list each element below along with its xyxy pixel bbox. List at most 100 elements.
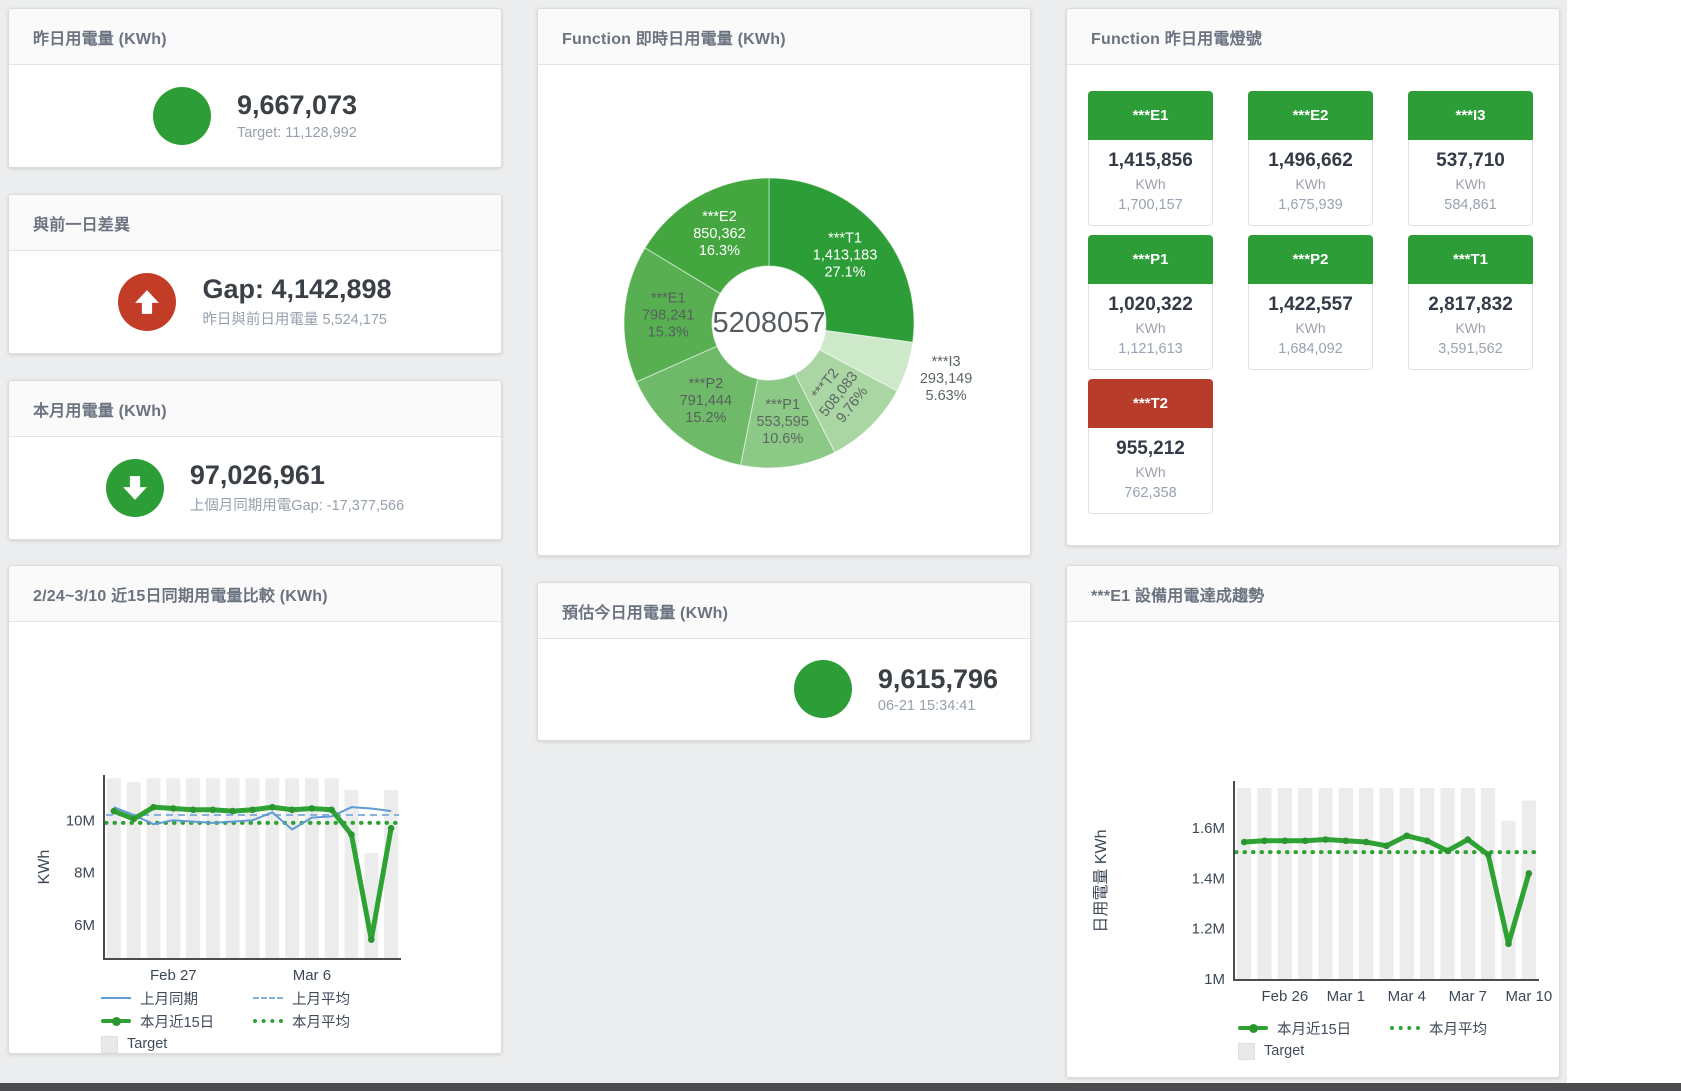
legend-dash-blue-sample (253, 997, 283, 999)
month-stat: 97,026,961 上個月同期用電Gap: -17,377,566 (9, 436, 501, 539)
lamps-grid: ***E1 1,415,856 KWh 1,700,157 ***E2 1,496,662… (1067, 64, 1559, 545)
data-point (348, 831, 355, 839)
donut-slice-label: ***P1 553,595 10.6% (756, 397, 808, 447)
panel-compare-header[interactable]: 2/24~3/10 近15日同期用電量比較 (KWh) (9, 566, 501, 622)
lamp-tile-e2[interactable]: ***E2 1,496,662 KWh 1,675,939 (1248, 91, 1373, 226)
donut-slice-p2[interactable] (635, 345, 759, 466)
lamp-tile-body: 1,422,557 KWh 1,684,092 (1248, 284, 1373, 370)
donut-slice-t1[interactable] (768, 177, 915, 343)
legend-item[interactable]: 上月平均 (253, 989, 405, 1008)
panel-title: 昨日用電量 (KWh) (33, 30, 167, 48)
lamp-tile-header: ***I3 (1408, 91, 1533, 140)
legend-line-blue-sample (101, 997, 131, 999)
target-bar (1501, 820, 1516, 979)
estimate-stat: 9,615,796 06-21 15:34:41 (538, 638, 1030, 740)
data-point (249, 806, 256, 814)
data-point (189, 806, 197, 814)
lamp-unit: KWh (1455, 320, 1486, 336)
target-bar (126, 782, 141, 958)
target-bar (1399, 788, 1414, 979)
lamp-unit: KWh (1135, 176, 1166, 192)
trend-legend: 本月近15日 本月平均 Target (1238, 1019, 1542, 1060)
target-bar (1338, 788, 1353, 979)
lamp-unit: KWh (1135, 464, 1166, 480)
panel-donut-header[interactable]: Function 即時日用電量 (KWh) (538, 9, 1030, 65)
data-point (1322, 836, 1329, 843)
data-point (269, 803, 276, 811)
target-bar (1237, 788, 1252, 979)
donut-slice-e2[interactable] (644, 177, 770, 295)
lamp-unit: KWh (1135, 320, 1166, 336)
donut-slice-e1[interactable] (623, 247, 721, 383)
data-point (1261, 837, 1268, 845)
lamp-target: 762,358 (1124, 485, 1177, 501)
lamp-target: 584,861 (1444, 197, 1497, 213)
legend-item[interactable]: 本月近15日 (101, 1012, 253, 1031)
lamp-target: 1,675,939 (1278, 197, 1343, 213)
legend-item[interactable]: 本月近15日 (1238, 1019, 1390, 1038)
data-point (308, 805, 316, 812)
target-bar (186, 778, 201, 958)
data-point (288, 806, 296, 814)
panel-trend-header[interactable]: ***E1 設備用電達成趨勢 (1067, 566, 1559, 622)
lamp-tile-header: ***T1 (1408, 235, 1533, 284)
legend-item[interactable]: 上月同期 (101, 989, 253, 1008)
compare-legend: 上月同期 上月平均 本月近15日 本月平均 Target (101, 989, 405, 1053)
data-point (1464, 836, 1472, 843)
y-tick-label: 1.4M (1192, 870, 1225, 887)
data-point (1423, 837, 1431, 845)
x-tick-label: Mar 7 (1449, 988, 1487, 1005)
panel-lamps-header[interactable]: Function 昨日用電燈號 (1067, 9, 1559, 65)
x-tick-label: Mar 6 (293, 967, 331, 984)
lamp-tile-t2[interactable]: ***T2 955,212 KWh 762,358 (1088, 379, 1213, 514)
arrow-down-icon (105, 458, 164, 517)
lamp-tile-header: ***E1 (1088, 91, 1213, 140)
x-tick-label: Mar 10 (1505, 988, 1552, 1005)
y-tick-label: 8M (74, 865, 95, 882)
target-bar (166, 778, 181, 958)
legend-item[interactable]: 本月平均 (253, 1012, 405, 1031)
legend-box-sample (101, 1035, 118, 1053)
panel-title: 與前一日差異 (33, 216, 131, 234)
panel-compare-15days: 2/24~3/10 近15日同期用電量比較 (KWh) 6M 8M 10M Feb 2… (8, 565, 502, 1054)
lamp-target: 3,591,562 (1438, 341, 1503, 357)
lamp-tile-header: ***P1 (1088, 235, 1213, 284)
panel-yesterday-usage: 昨日用電量 (KWh) 9,667,073 Target: 11,128,992 (8, 8, 502, 168)
lamp-tile-body: 1,020,322 KWh 1,121,613 (1088, 284, 1213, 370)
lamp-tile-t1[interactable]: ***T1 2,817,832 KWh 3,591,562 (1408, 235, 1533, 370)
data-point (1484, 851, 1492, 858)
legend-box-sample (1238, 1042, 1255, 1060)
lamp-tile-body: 955,212 KWh 762,358 (1088, 428, 1213, 514)
panel-title: 預估今日用電量 (KWh) (562, 604, 729, 622)
green-status-circle-icon (793, 660, 852, 718)
panel-day-gap-header[interactable]: 與前一日差異 (9, 195, 501, 251)
data-point (1281, 837, 1289, 845)
legend-item[interactable]: Target (1238, 1042, 1390, 1060)
donut-slice-label: ***E2 850,362 16.3% (693, 209, 745, 259)
lamp-tile-e1[interactable]: ***E1 1,415,856 KWh 1,700,157 (1088, 91, 1213, 226)
gap-value: Gap: 4,142,898 (202, 273, 392, 304)
donut-slice-label: ***E1 798,241 15.3% (642, 291, 694, 341)
lamp-value: 2,817,832 (1428, 294, 1513, 315)
panel-month-header[interactable]: 本月用電量 (KWh) (9, 381, 501, 437)
month-value: 97,026,961 (189, 459, 325, 490)
lamp-tile-body: 1,496,662 KWh 1,675,939 (1248, 140, 1373, 226)
lamp-unit: KWh (1295, 176, 1326, 192)
panel-title: 2/24~3/10 近15日同期用電量比較 (KWh) (33, 587, 328, 605)
data-point (1362, 838, 1370, 846)
panel-title: ***E1 設備用電達成趨勢 (1091, 587, 1265, 605)
data-point (368, 936, 375, 943)
target-bar (384, 790, 399, 958)
panel-yesterday-header[interactable]: 昨日用電量 (KWh) (9, 9, 501, 65)
legend-label: 本月近15日 (1277, 1021, 1352, 1038)
lamp-tile-i3[interactable]: ***I3 537,710 KWh 584,861 (1408, 91, 1533, 226)
target-bar (106, 778, 121, 958)
lamp-tile-p1[interactable]: ***P1 1,020,322 KWh 1,121,613 (1088, 235, 1213, 370)
lamp-tile-p2[interactable]: ***P2 1,422,557 KWh 1,684,092 (1248, 235, 1373, 370)
legend-item[interactable]: Target (101, 1035, 253, 1053)
legend-item[interactable]: 本月平均 (1390, 1019, 1542, 1038)
donut-slice-label: ***T1 1,413,183 27.1% (813, 231, 878, 281)
target-bar (1521, 800, 1536, 979)
panel-estimate-header[interactable]: 預估今日用電量 (KWh) (538, 583, 1030, 639)
lamp-tile-body: 537,710 KWh 584,861 (1408, 140, 1533, 226)
